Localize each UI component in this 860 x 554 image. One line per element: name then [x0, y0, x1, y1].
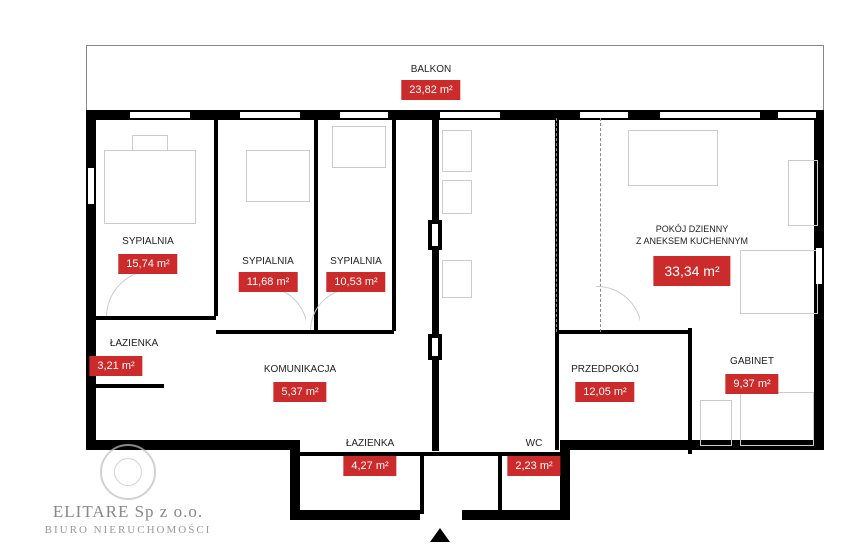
area-lazienka1: 3,21 m²: [89, 356, 142, 376]
door-arc-0: [106, 270, 152, 316]
side-window-1: [816, 248, 822, 284]
inner-wall-12: [498, 454, 502, 514]
inner-wall-6: [94, 316, 216, 320]
column-0: [428, 220, 442, 250]
inner-wall-11: [420, 454, 424, 514]
inner-wall-9: [558, 330, 688, 334]
side-window-0: [88, 168, 94, 204]
window-gap-5: [660, 112, 760, 118]
area-gabinet: 9,37 m²: [725, 374, 778, 394]
area-przedpokoj: 12,05 m²: [575, 382, 634, 402]
furniture-2: [246, 150, 310, 202]
inner-wall-2: [392, 116, 396, 331]
logo-crest-icon: [100, 444, 156, 500]
furniture-1: [132, 135, 168, 151]
inner-wall-3: [432, 116, 439, 451]
wall-bump-l: [290, 440, 300, 520]
dashed-0: [556, 118, 557, 332]
wall-bump-r: [560, 440, 570, 520]
label-gabinet: GABINET: [730, 356, 774, 367]
wall-left: [86, 110, 96, 450]
window-gap-4: [580, 112, 628, 118]
label-sypialnia3: SYPIALNIA: [330, 256, 382, 267]
label-lazienka1: ŁAZIENKA: [110, 338, 158, 349]
label-przedpokoj: PRZEDPOKÓJ: [571, 364, 639, 375]
door-arc-2: [310, 288, 352, 330]
label-wc: WC: [526, 438, 543, 449]
area-sypialnia2: 11,68 m²: [239, 272, 298, 292]
inner-wall-5: [688, 328, 692, 454]
area-sypialnia3: 10,53 m²: [326, 272, 385, 292]
logo-name: ELITARE Sp z o.o.: [28, 502, 228, 522]
label-lazienka2: ŁAZIENKA: [346, 438, 394, 449]
inner-wall-0: [214, 116, 218, 316]
furniture-3: [332, 126, 386, 168]
wall-bump-b2: [462, 510, 570, 520]
furniture-8: [740, 392, 814, 446]
company-logo: ELITARE Sp z o.o. BIURO NIERUCHOMOŚCI: [28, 444, 228, 536]
window-gap-0: [130, 112, 190, 118]
window-gap-1: [240, 112, 300, 118]
door-arc-1: [262, 286, 306, 330]
column-1: [428, 334, 442, 360]
inner-wall-7: [216, 330, 394, 334]
logo-sub: BIURO NIERUCHOMOŚCI: [28, 524, 228, 536]
door-arc-3: [596, 286, 640, 330]
furniture-4: [628, 130, 718, 186]
area-sypialnia1: 15,74 m²: [118, 254, 177, 274]
label-balkon: BALKON: [411, 64, 452, 75]
window-gap-6: [778, 112, 816, 118]
balkon-outline: [86, 45, 824, 112]
furniture-5: [740, 250, 818, 314]
label-sypialnia1: SYPIALNIA: [122, 236, 174, 247]
area-wc: 2,23 m²: [507, 456, 560, 476]
area-balkon: 23,82 m²: [401, 80, 460, 100]
inner-wall-8: [94, 384, 164, 388]
wall-bump-b1: [290, 510, 420, 520]
label-komunikacja: KOMUNIKACJA: [264, 364, 336, 375]
furniture-11: [442, 260, 472, 298]
window-gap-2: [340, 112, 388, 118]
area-pokoj: 33,34 m²: [653, 256, 730, 286]
furniture-9: [442, 130, 472, 172]
furniture-10: [442, 180, 472, 214]
furniture-6: [788, 160, 818, 226]
window-gap-3: [440, 112, 500, 118]
furniture-0: [104, 150, 196, 224]
label-pokoj: POKÓJ DZIENNYZ ANEKSEM KUCHENNYM: [636, 224, 748, 247]
area-komunikacja: 5,37 m²: [273, 382, 326, 402]
area-lazienka2: 4,27 m²: [343, 456, 396, 476]
label-sypialnia2: SYPIALNIA: [242, 256, 294, 267]
entrance-arrow-icon: [430, 528, 450, 542]
furniture-7: [700, 400, 732, 446]
